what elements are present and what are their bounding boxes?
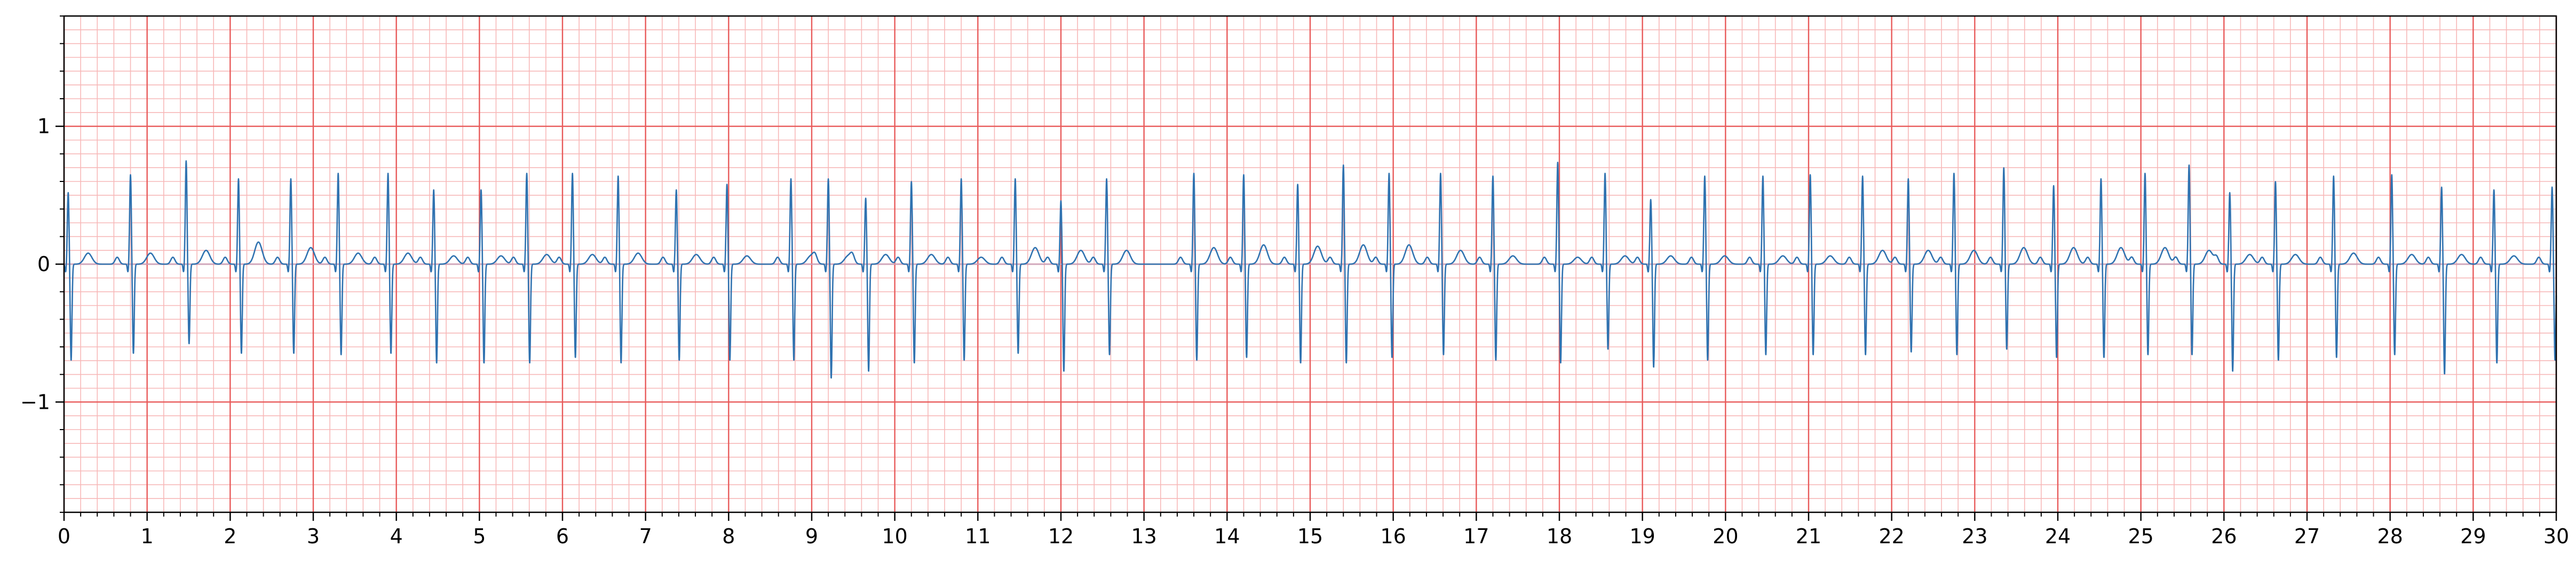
x-tick-label: 22 (1879, 525, 1904, 548)
x-tick-label: 18 (1547, 525, 1572, 548)
x-tick-label: 14 (1214, 525, 1240, 548)
x-tick-label: 23 (1962, 525, 1987, 548)
x-tick-label: 21 (1796, 525, 1821, 548)
y-tick-label: 1 (37, 115, 50, 138)
x-tick-label: 25 (2128, 525, 2153, 548)
x-tick-label: 20 (1713, 525, 1738, 548)
x-tick-label: 9 (805, 525, 818, 548)
ecg-trace (63, 160, 2557, 379)
x-tick-label: 2 (224, 525, 236, 548)
x-tick-label: 10 (882, 525, 907, 548)
x-tick-label: 0 (58, 525, 70, 548)
y-tick-label: −1 (20, 390, 50, 414)
x-tick-label: 29 (2460, 525, 2486, 548)
x-tick-label: 17 (1463, 525, 1489, 548)
x-tick-label: 27 (2294, 525, 2320, 548)
x-tick-label: 16 (1380, 525, 1406, 548)
x-tick-label: 5 (473, 525, 486, 548)
x-tick-label: 19 (1629, 525, 1655, 548)
x-tick-label: 1 (141, 525, 154, 548)
y-tick-label: 0 (37, 252, 50, 276)
x-tick-label: 24 (2045, 525, 2071, 548)
y-axis-tick-labels: −1 0 1 (20, 115, 50, 414)
x-tick-label: 13 (1131, 525, 1156, 548)
x-axis-ticks (63, 512, 2557, 521)
x-tick-label: 28 (2377, 525, 2403, 548)
x-tick-label: 15 (1297, 525, 1323, 548)
x-tick-label: 30 (2543, 525, 2569, 548)
x-tick-label: 6 (556, 525, 569, 548)
x-axis-tick-labels: 0 1 2 3 4 5 6 7 8 9 10 11 12 13 14 15 16 17 18 19 20 21 22 23 24… (58, 525, 2569, 548)
x-tick-label: 12 (1048, 525, 1074, 548)
x-tick-label: 11 (965, 525, 990, 548)
x-tick-label: 8 (722, 525, 735, 548)
x-tick-label: 4 (390, 525, 403, 548)
x-tick-label: 7 (639, 525, 652, 548)
y-axis-ticks (56, 15, 64, 513)
x-tick-label: 26 (2211, 525, 2237, 548)
x-tick-label: 3 (307, 525, 320, 548)
